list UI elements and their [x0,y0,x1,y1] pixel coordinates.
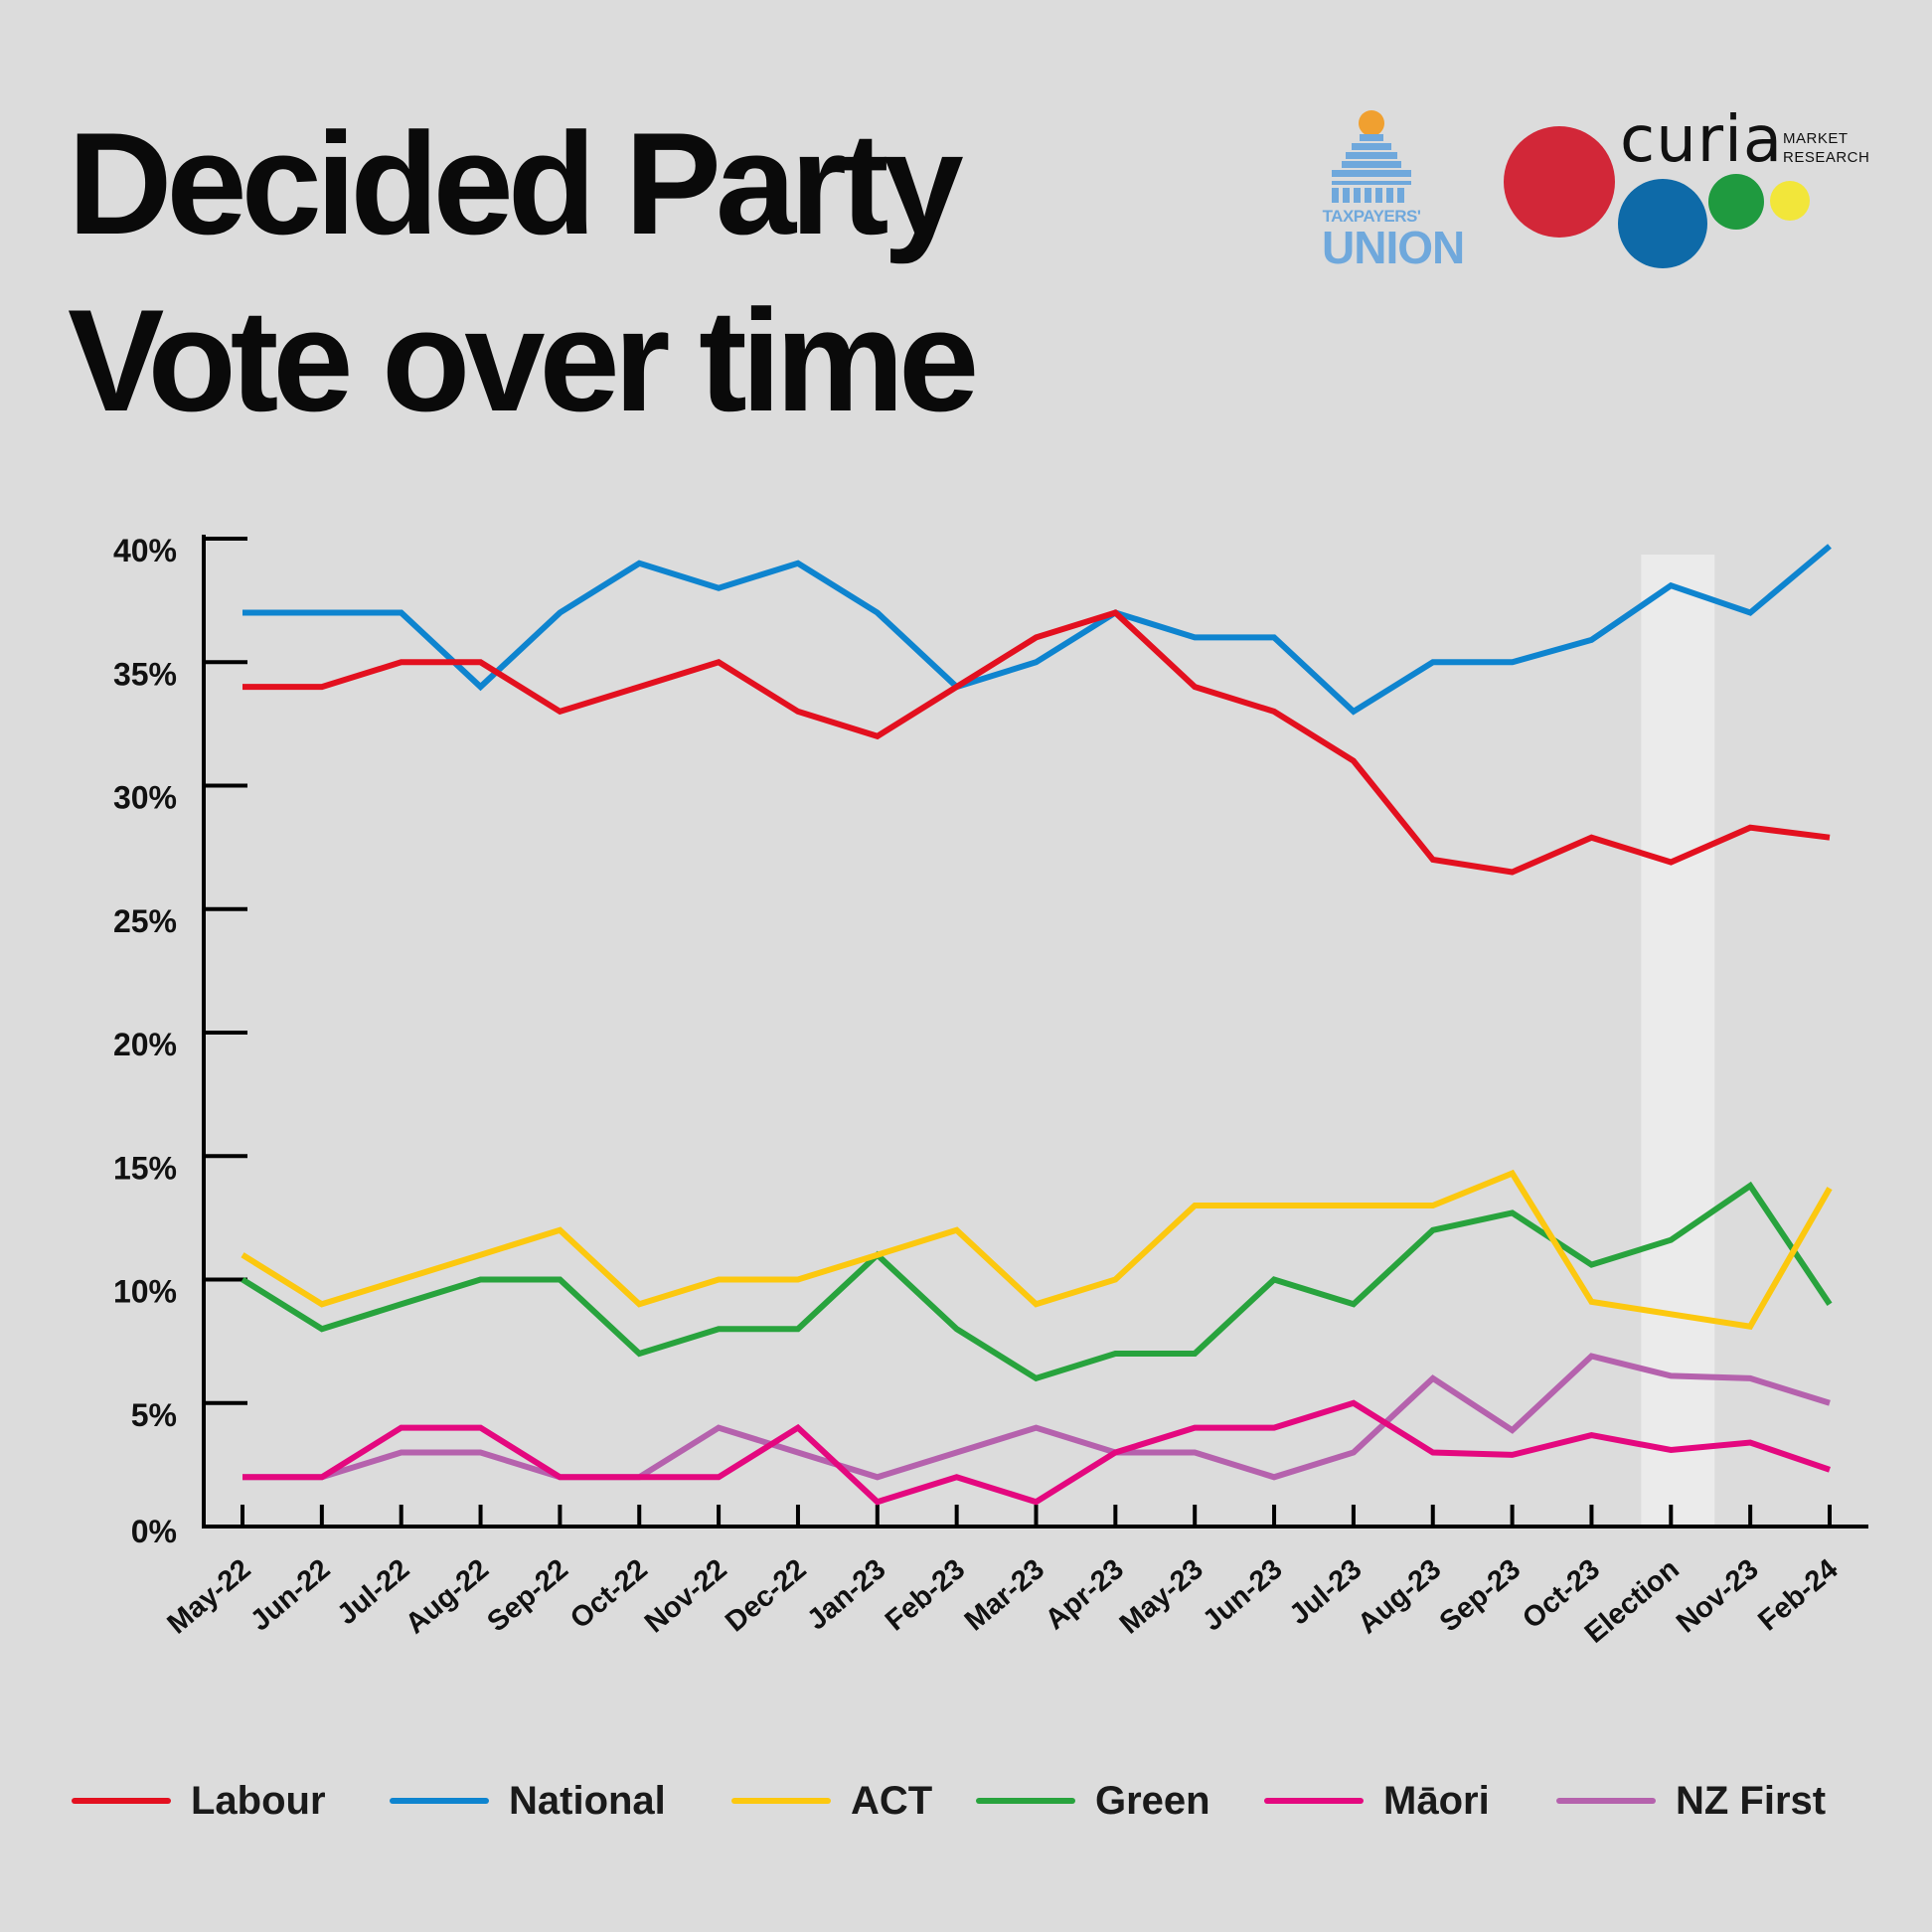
y-tick-label: 20% [113,1027,177,1062]
x-tick-label: Sep-22 [481,1553,573,1639]
legend-item-green: Green [976,1771,1210,1831]
line-chart: 0%5%10%15%20%25%30%35%40%May-22Jun-22Jul… [113,533,1868,1650]
curia-red-circle [1504,126,1615,238]
taxpayers-union-line-1: TAXPAYERS' [1322,207,1421,226]
curia-yellow-circle [1770,181,1810,221]
curia-wordmark: curia [1620,103,1784,177]
x-tick-label: Mar-23 [959,1553,1050,1638]
curia-subtitle: MARKET RESEARCH [1783,129,1869,167]
curia-logo: curia MARKET RESEARCH [1499,103,1876,278]
x-tick-label: May-22 [162,1553,257,1641]
x-tick-label: Aug-23 [1352,1553,1447,1641]
title-line-2: Vote over time [68,279,979,441]
legend-swatch [976,1798,1075,1804]
x-tick-label: Jun-23 [1197,1553,1288,1638]
series-line-nz-first [242,1353,1831,1481]
y-tick-label: 40% [113,533,177,568]
y-tick-label: 15% [113,1150,177,1186]
title-line-1: Decided Party [68,102,964,264]
election-highlight-band [1641,555,1715,1527]
x-tick-label: Sep-23 [1434,1553,1527,1639]
y-tick-label: 5% [131,1397,177,1433]
series-line-national [242,544,1832,716]
x-tick-label: Jan-23 [801,1553,891,1637]
x-tick-label: Jun-22 [244,1553,336,1638]
curia-sub-line-2: RESEARCH [1783,149,1870,166]
series-line-green [241,1181,1833,1382]
legend-item-national: National [390,1771,666,1831]
legend-label: National [509,1778,666,1823]
legend-item-nz-first: NZ First [1556,1771,1826,1831]
legend-label: Māori [1383,1778,1490,1823]
page-title: Decided Party Vote over time [68,95,979,449]
series-line-m-ori [242,1399,1831,1506]
legend-swatch [72,1798,171,1804]
x-tick-label: May-23 [1114,1553,1209,1641]
y-tick-label: 10% [113,1274,177,1310]
x-tick-label: Feb-24 [1752,1553,1844,1638]
chart-legend: Labour National ACT Green Māori NZ First [0,1771,1932,1831]
legend-label: Labour [191,1778,326,1823]
legend-item-act: ACT [731,1771,932,1831]
y-tick-label: 35% [113,656,177,692]
series-line-labour [242,609,1831,876]
x-tick-label: Nov-23 [1671,1553,1765,1640]
x-tick-label: Oct-22 [564,1553,654,1636]
legend-label: ACT [851,1778,933,1823]
y-tick-label: 0% [131,1514,177,1549]
legend-label: NZ First [1676,1778,1827,1823]
legend-swatch [731,1798,831,1804]
x-tick-label: Feb-23 [880,1553,971,1638]
x-tick-label: Nov-22 [639,1553,733,1640]
x-tick-label: Aug-22 [400,1553,495,1641]
x-tick-label: Apr-23 [1040,1553,1130,1637]
legend-item-m-ori: Māori [1264,1771,1490,1831]
y-tick-label: 30% [113,780,177,816]
legend-item-labour: Labour [72,1771,326,1831]
x-tick-label: Dec-22 [720,1553,812,1639]
curia-sub-line-1: MARKET [1783,130,1849,147]
legend-label: Green [1095,1778,1210,1823]
curia-green-circle [1708,174,1764,230]
curia-blue-circle [1618,179,1707,268]
legend-swatch [1264,1798,1364,1804]
series-line-act [241,1169,1833,1330]
y-tick-label: 25% [113,903,177,939]
legend-swatch [1556,1798,1656,1804]
legend-swatch [390,1798,489,1804]
parliament-building-icon [1332,110,1411,203]
